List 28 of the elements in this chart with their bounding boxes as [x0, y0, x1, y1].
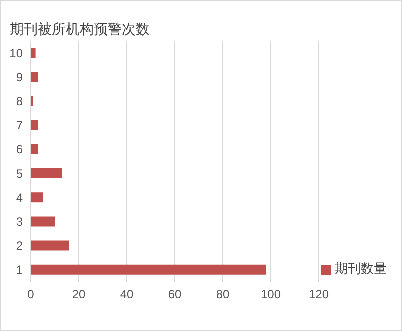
bar — [31, 192, 43, 203]
bar — [31, 216, 55, 227]
chart-title: 期刊被所机构预警次数 — [10, 21, 150, 39]
x-tick-label: 120 — [308, 288, 330, 302]
bar — [31, 72, 38, 82]
y-tick-label: 2 — [16, 239, 24, 254]
bar — [31, 144, 38, 154]
x-tick-label: 60 — [168, 288, 182, 302]
y-tick-label: 1 — [16, 263, 24, 278]
x-tick-label: 40 — [120, 288, 134, 302]
bar — [31, 264, 266, 275]
x-tick-label: 80 — [216, 288, 230, 302]
y-tick-label: 7 — [16, 118, 24, 133]
bar — [31, 240, 70, 251]
bar — [31, 168, 62, 178]
y-tick-label: 8 — [16, 94, 24, 109]
bar — [31, 120, 38, 130]
y-tick-label: 10 — [10, 46, 24, 60]
x-tick-label: 20 — [72, 288, 86, 302]
y-tick-label: 4 — [16, 190, 24, 205]
y-tick-label: 5 — [16, 166, 24, 181]
bar — [31, 48, 36, 58]
y-tick-label: 3 — [16, 215, 24, 230]
x-tick-label: 0 — [28, 288, 35, 302]
legend-label: 期刊数量 — [335, 261, 387, 276]
y-tick-label: 9 — [16, 70, 24, 84]
y-tick-label: 6 — [16, 142, 24, 157]
x-tick-label: 100 — [260, 288, 282, 302]
